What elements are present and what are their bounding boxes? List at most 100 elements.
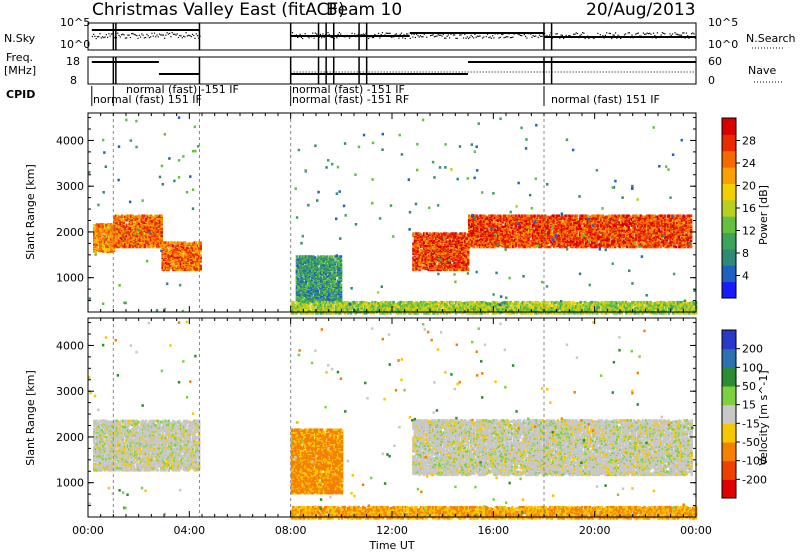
- power-echo-cell: [175, 245, 178, 248]
- power-echo-cell: [501, 237, 504, 241]
- power-echo-cell: [151, 244, 154, 248]
- power-echo-cell: [418, 259, 421, 263]
- power-echo-cell: [330, 262, 334, 265]
- power-echo-cell: [492, 225, 495, 229]
- power-echo-cell: [478, 227, 482, 231]
- nsky-dot: [422, 36, 424, 38]
- power-echo-cell: [318, 275, 321, 279]
- power-echo-cell: [507, 225, 510, 229]
- power-echo-cell: [442, 232, 446, 235]
- nsky-dot: [351, 32, 353, 34]
- power-echo-cell: [193, 243, 196, 246]
- nave-top-tick: 60: [708, 55, 722, 68]
- power-echo-cell: [134, 222, 138, 226]
- power-echo-cell: [425, 242, 429, 245]
- power-echo-cell: [332, 266, 335, 269]
- power-echo-cell: [128, 240, 131, 244]
- power-echo-cell: [125, 214, 128, 218]
- power-echo-cell: [481, 220, 485, 224]
- power-echo-cell: [178, 241, 181, 244]
- nsky-dot: [134, 34, 137, 36]
- power-echo-cell: [463, 263, 467, 267]
- nsky-dot: [506, 36, 508, 38]
- power-echo-cell: [154, 234, 157, 238]
- nsky-dot: [466, 36, 468, 38]
- power-echo-cell: [176, 256, 180, 260]
- power-echo-cell: [524, 232, 527, 236]
- power-echo-cell: [303, 265, 306, 268]
- power-echo-cell: [176, 252, 180, 256]
- power-echo-cell: [318, 286, 321, 290]
- power-echo-cell: [173, 250, 177, 254]
- power-echo-cell: [412, 258, 415, 262]
- power-echo-cell: [329, 264, 332, 267]
- power-echo-cell: [315, 267, 318, 270]
- nsky-dot: [151, 32, 153, 34]
- nsky-dot: [195, 33, 197, 35]
- power-echo-cell: [477, 241, 480, 245]
- power-echo-cell: [468, 226, 471, 230]
- power-echo-cell: [524, 237, 527, 241]
- power-echo-cell: [451, 253, 455, 257]
- power-echo-cell: [433, 248, 436, 252]
- nsky-dot: [561, 34, 563, 37]
- power-echo-cell: [521, 227, 524, 231]
- power-echo-cell: [116, 236, 119, 240]
- power-echo-cell: [100, 223, 104, 226]
- power-echo-cell: [301, 287, 305, 291]
- power-echo-cell: [481, 223, 485, 227]
- nsky-dot: [660, 34, 662, 36]
- power-echo-cell: [419, 258, 423, 262]
- power-echo-cell: [540, 214, 544, 218]
- nsky-dot: [91, 35, 93, 38]
- nsky-dot: [142, 34, 144, 36]
- nsky-dot: [126, 37, 128, 39]
- power-echo-cell: [475, 218, 478, 222]
- nsky-dot: [481, 37, 484, 39]
- power-echo-cell: [317, 289, 320, 293]
- power-echo-cell: [436, 232, 439, 235]
- power-echo-cell: [133, 220, 136, 224]
- power-echo-cell: [338, 278, 341, 282]
- power-echo-cell: [424, 232, 427, 235]
- nsky-dot: [473, 37, 475, 39]
- power-echo-cell: [176, 258, 180, 262]
- nsky-dot: [518, 34, 520, 36]
- power-echo-cell: [106, 235, 110, 238]
- power-echo-cell: [313, 274, 317, 277]
- nsky-dot: [430, 34, 432, 37]
- power-echo-cell: [444, 232, 447, 235]
- power-echo-cell: [419, 248, 423, 252]
- power-echo-cell: [509, 236, 512, 240]
- power-echo-cell: [472, 233, 475, 237]
- power-echo-cell: [506, 217, 509, 221]
- power-echo-cell: [441, 233, 444, 236]
- power-echo-cell: [146, 234, 150, 238]
- power-echo-cell: [522, 227, 526, 231]
- nsky-dot: [291, 32, 294, 34]
- power-echo-cell: [172, 244, 175, 247]
- power-echo-cell: [481, 228, 485, 232]
- power-echo-cell: [194, 250, 198, 254]
- power-echo-cell: [513, 217, 516, 221]
- power-echo-cell: [96, 236, 99, 239]
- power-echo-cell: [504, 228, 507, 232]
- power-echo-cell: [327, 274, 331, 277]
- power-echo-cell: [457, 256, 461, 260]
- power-echo-cell: [438, 245, 441, 248]
- nsky-dot: [371, 36, 373, 39]
- power-echo-cell: [506, 230, 509, 234]
- nsky-dot: [379, 37, 381, 39]
- nsky-dot: [395, 33, 397, 35]
- power-echo-cell: [151, 219, 154, 223]
- power-echo-cell: [188, 249, 192, 253]
- power-echo-cell: [421, 249, 424, 253]
- power-echo-cell: [522, 220, 526, 224]
- power-echo-cell: [102, 247, 105, 250]
- power-echo-cell: [103, 248, 107, 251]
- power-echo-cell: [460, 250, 464, 254]
- nsky-dot: [537, 36, 539, 39]
- power-echo-cell: [507, 219, 510, 223]
- power-echo-cell: [105, 226, 108, 229]
- power-echo-cell: [510, 229, 513, 233]
